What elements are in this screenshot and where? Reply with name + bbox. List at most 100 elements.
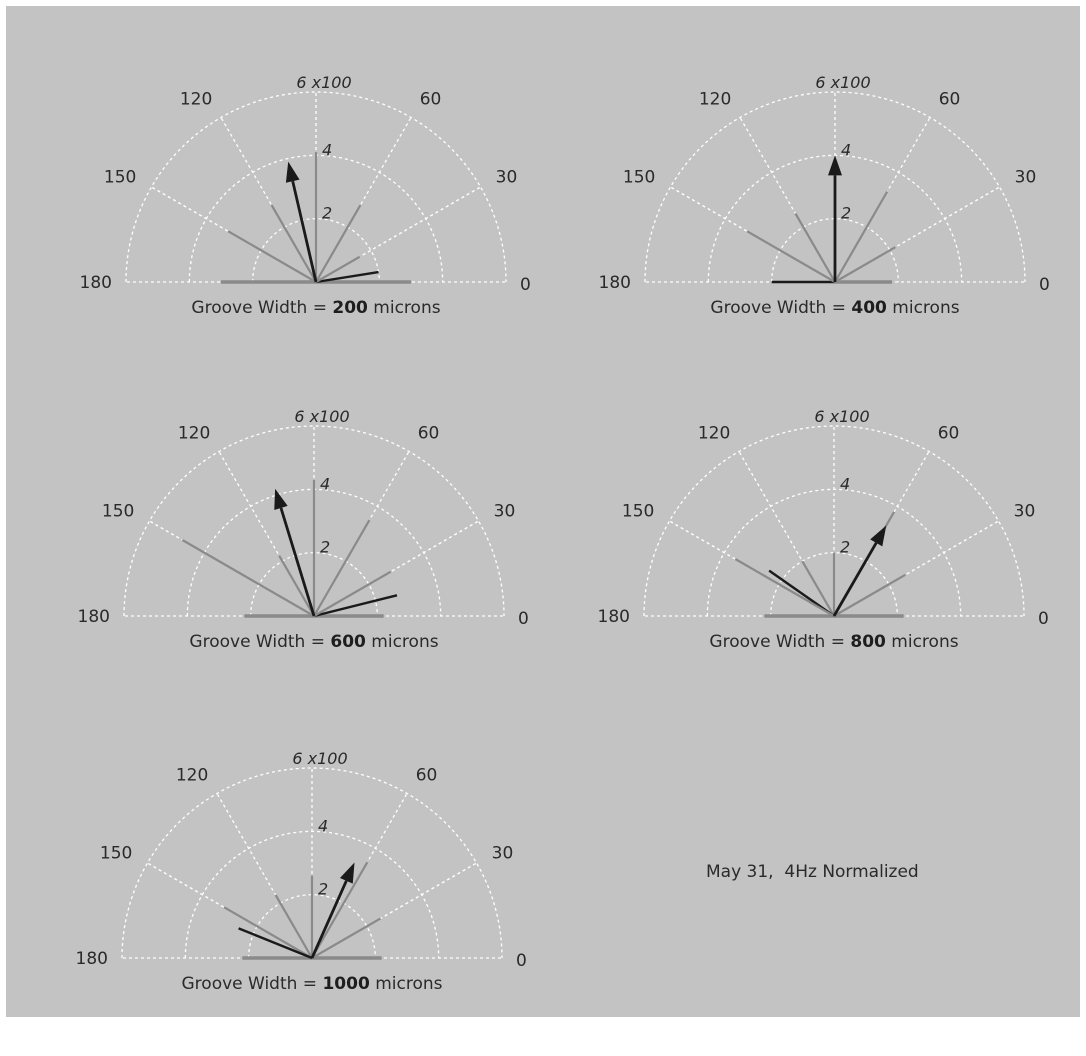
component-vector-145 <box>768 569 835 617</box>
plot-caption: Groove Width = 1000 microns <box>62 974 562 994</box>
caption-value: 1000 <box>322 974 370 994</box>
plot-caption: Groove Width = 400 microns <box>585 298 1085 318</box>
component-vector-30 <box>315 255 361 283</box>
plot-caption: Groove Width = 200 microns <box>66 298 566 318</box>
resultant-arrow-shaft <box>832 542 878 617</box>
angle-tick-label: 0 <box>1038 609 1049 629</box>
caption-suffix: microns <box>885 632 959 652</box>
component-vector-150 <box>181 539 315 617</box>
component-vector-30 <box>311 917 382 959</box>
radius-tick-label: 2 <box>318 880 328 899</box>
component-vector-150 <box>746 230 836 283</box>
component-vector-150 <box>223 906 313 959</box>
component-vector-30 <box>833 573 906 617</box>
figure-note: May 31, 4Hz Normalized <box>706 862 919 882</box>
radius-tick-label: 4 <box>841 140 851 159</box>
angle-tick-label: 180 <box>598 607 630 627</box>
resultant-arrow-shaft <box>279 507 316 617</box>
angle-tick-label: 30 <box>1014 501 1036 521</box>
component-vector-120 <box>274 894 313 959</box>
grid-ring-6 <box>121 767 503 959</box>
grid-ring-2 <box>770 552 898 617</box>
resultant-arrow-head <box>274 488 288 510</box>
grid-ring-6 <box>643 425 1025 617</box>
caption-prefix: Groove Width = <box>191 298 333 318</box>
angle-tick-label: 150 <box>622 501 654 521</box>
component-vector-60 <box>834 190 889 283</box>
component-vector-120 <box>278 555 315 617</box>
radius-tick-label: 4 <box>840 474 850 493</box>
component-vector-60 <box>311 861 369 959</box>
polar-plot-800: 0 30 60 120 150 180 2 4 6 x100 Groove Width = 80… <box>584 394 1084 714</box>
radius-tick-label: 6 x100 <box>296 73 351 92</box>
angle-tick-label: 60 <box>418 423 440 443</box>
caption-prefix: Groove Width = <box>181 974 323 994</box>
radius-tick-label: 2 <box>320 538 330 557</box>
angle-tick-label: 0 <box>1039 275 1050 295</box>
resultant-arrow-shaft <box>291 180 318 283</box>
polar-plot-200: 0 30 60 120 150 180 2 4 6 x100 Groove Width = 20… <box>66 60 566 380</box>
component-vector-60 <box>315 204 362 283</box>
angle-tick-label: 150 <box>100 843 132 863</box>
grid-ring-2 <box>250 552 378 617</box>
angle-tick-label: 180 <box>599 273 631 293</box>
grid-ring-2 <box>252 218 380 283</box>
plot-caption: Groove Width = 600 microns <box>64 632 564 652</box>
angle-tick-label: 0 <box>518 609 529 629</box>
angle-tick-label: 30 <box>494 501 516 521</box>
polar-chart-svg: 0 30 60 120 150 180 2 4 6 x100 <box>598 407 1049 629</box>
angle-tick-label: 180 <box>80 273 112 293</box>
angle-tick-label: 180 <box>76 949 108 969</box>
radius-tick-label: 6 x100 <box>814 407 869 426</box>
radius-tick-label: 6 x100 <box>294 407 349 426</box>
caption-value: 400 <box>851 298 887 318</box>
angle-tick-label: 150 <box>102 501 134 521</box>
angle-tick-label: 0 <box>520 275 531 295</box>
caption-suffix: microns <box>369 974 443 994</box>
caption-suffix: microns <box>367 298 441 318</box>
resultant-arrow-head <box>828 155 842 176</box>
polar-chart-svg: 0 30 60 120 150 180 2 4 6 x100 <box>78 407 529 629</box>
caption-prefix: Groove Width = <box>189 632 331 652</box>
component-vector-120 <box>801 560 835 617</box>
polar-chart-svg: 0 30 60 120 150 180 2 4 6 x100 <box>80 73 531 295</box>
angle-tick-label: 150 <box>623 167 655 187</box>
resultant-arrow-head <box>339 862 355 884</box>
polar-plot-400: 0 30 60 120 150 180 2 4 6 x100 Groove Width = 40… <box>585 60 1085 380</box>
component-vector-14 <box>313 594 398 618</box>
component-vector-120 <box>794 212 836 283</box>
grid-ring-2 <box>771 218 899 283</box>
grid-ring-6 <box>644 91 1026 283</box>
angle-tick-label: 180 <box>78 607 110 627</box>
caption-prefix: Groove Width = <box>709 632 851 652</box>
component-vector-150 <box>734 558 835 617</box>
caption-prefix: Groove Width = <box>710 298 852 318</box>
angle-tick-label: 60 <box>416 765 438 785</box>
angle-tick-label: 120 <box>699 89 731 109</box>
component-vector-30 <box>834 246 896 283</box>
radius-tick-label: 4 <box>318 816 328 835</box>
component-vector-9 <box>315 270 379 284</box>
caption-value: 600 <box>330 632 366 652</box>
resultant-arrow-shaft <box>310 880 348 959</box>
angle-tick-label: 30 <box>1015 167 1037 187</box>
radius-tick-label: 4 <box>322 140 332 159</box>
angle-tick-label: 30 <box>492 843 514 863</box>
plot-caption: Groove Width = 800 microns <box>584 632 1084 652</box>
angle-tick-label: 120 <box>180 89 212 109</box>
angle-tick-label: 60 <box>939 89 961 109</box>
component-vector-60 <box>313 519 371 617</box>
angle-tick-label: 150 <box>104 167 136 187</box>
polar-plot-600: 0 30 60 120 150 180 2 4 6 x100 Groove Width = 60… <box>64 394 564 714</box>
resultant-arrow-head <box>870 525 887 547</box>
angle-tick-label: 0 <box>516 951 527 971</box>
grid-ring-6 <box>123 425 505 617</box>
caption-value: 200 <box>332 298 368 318</box>
radius-tick-label: 6 x100 <box>815 73 870 92</box>
figure-canvas: 0 30 60 120 150 180 2 4 6 x100 Groove Width = 20… <box>6 6 1080 1017</box>
grid-ring-6 <box>125 91 507 283</box>
caption-suffix: microns <box>886 298 960 318</box>
component-vector-120 <box>270 204 317 283</box>
angle-tick-label: 120 <box>698 423 730 443</box>
angle-tick-label: 60 <box>938 423 960 443</box>
